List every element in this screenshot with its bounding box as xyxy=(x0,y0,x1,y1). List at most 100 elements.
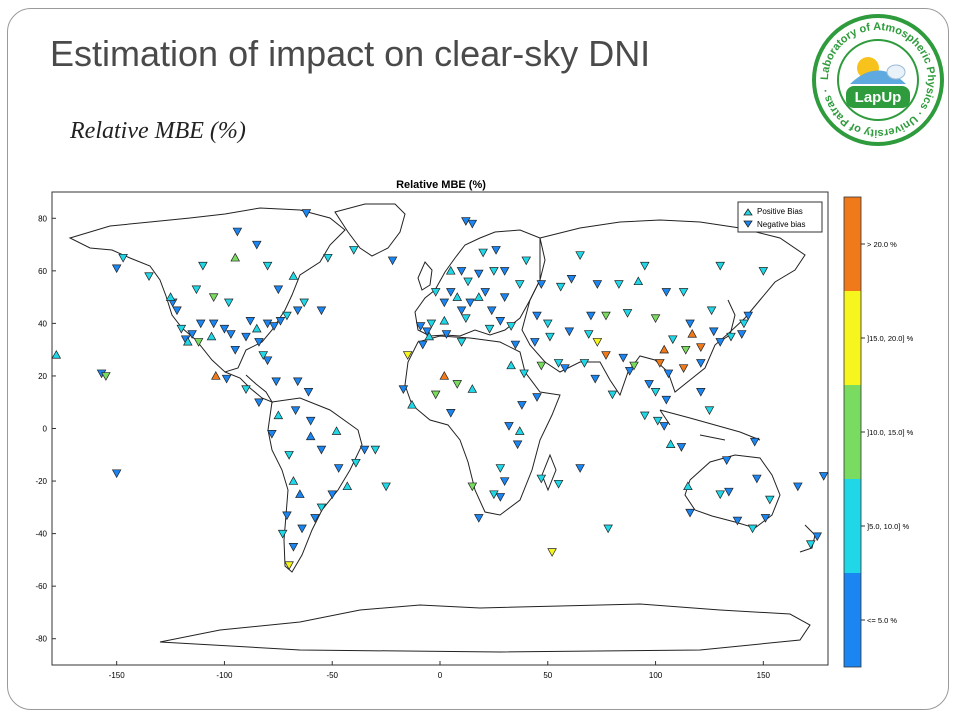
negative-bias-marker xyxy=(590,374,600,384)
negative-bias-marker xyxy=(532,311,542,321)
negative-bias-marker xyxy=(486,306,497,316)
legend-negative-marker xyxy=(743,220,753,228)
negative-bias-marker xyxy=(176,324,187,334)
negative-bias-marker xyxy=(696,359,706,368)
negative-bias-marker xyxy=(517,401,527,410)
map-plot-frame xyxy=(51,191,829,666)
negative-bias-marker xyxy=(245,317,256,326)
negative-bias-marker xyxy=(536,280,547,289)
negative-bias-marker xyxy=(430,390,441,400)
negative-bias-marker xyxy=(545,332,555,342)
australia-outline xyxy=(684,454,781,529)
negative-bias-marker xyxy=(521,256,532,266)
negative-bias-marker xyxy=(267,430,277,439)
negative-bias-marker xyxy=(553,479,564,489)
central-america-outline xyxy=(224,371,274,404)
station-markers xyxy=(51,209,829,571)
negative-bias-marker xyxy=(467,219,478,229)
negative-bias-marker xyxy=(624,366,635,376)
negative-bias-marker xyxy=(696,388,706,397)
negative-bias-marker xyxy=(805,540,816,550)
legend-positive-label: Positive Bias xyxy=(757,207,803,216)
positive-bias-marker xyxy=(424,331,435,341)
negative-bias-marker xyxy=(221,374,232,384)
negative-bias-marker xyxy=(618,353,629,363)
positive-bias-marker xyxy=(445,265,456,275)
colorbar-label: <= 5.0 % xyxy=(867,616,897,625)
negative-bias-marker xyxy=(676,443,687,452)
negative-bias-marker xyxy=(629,361,639,371)
negative-bias-marker xyxy=(510,340,521,350)
negative-bias-marker xyxy=(495,493,506,502)
negative-bias-marker xyxy=(301,209,312,218)
negative-bias-marker xyxy=(749,437,760,447)
negative-bias-marker xyxy=(381,482,391,492)
positive-bias-marker xyxy=(452,292,463,301)
x-tick-label: -150 xyxy=(109,671,126,680)
negative-bias-marker xyxy=(512,440,523,450)
negative-bias-marker xyxy=(101,372,111,381)
negative-bias-marker xyxy=(290,406,301,416)
negative-bias-marker xyxy=(732,516,743,526)
y-tick-label: 40 xyxy=(38,319,47,328)
negative-bias-marker xyxy=(747,524,758,534)
y-tick-label: 20 xyxy=(38,372,47,381)
negative-bias-marker xyxy=(739,319,749,329)
negative-bias-marker xyxy=(219,324,230,334)
antarctica-outline xyxy=(159,603,811,653)
negative-bias-marker xyxy=(564,327,575,337)
negative-bias-marker xyxy=(532,393,542,402)
colorbar-frame xyxy=(843,196,862,668)
negative-bias-marker xyxy=(652,416,663,426)
negative-bias-marker xyxy=(275,317,286,326)
negative-bias-marker xyxy=(398,385,409,395)
negative-bias-marker xyxy=(262,356,273,366)
negative-bias-marker xyxy=(553,359,564,368)
negative-bias-marker xyxy=(241,332,251,342)
negative-bias-marker xyxy=(323,253,333,263)
africa-outline xyxy=(404,335,561,516)
negative-bias-marker xyxy=(288,543,299,552)
negative-bias-marker xyxy=(601,351,611,360)
negative-bias-marker xyxy=(262,319,273,329)
negative-bias-marker xyxy=(316,503,327,513)
negative-bias-marker xyxy=(195,319,206,329)
negative-bias-marker xyxy=(547,548,557,557)
negative-bias-marker xyxy=(812,532,823,542)
negative-bias-marker xyxy=(402,351,413,360)
positive-bias-marker xyxy=(506,360,516,370)
x-tick-label: 0 xyxy=(438,671,443,680)
negative-bias-marker xyxy=(592,280,603,289)
positive-bias-marker xyxy=(288,476,299,485)
negative-bias-marker xyxy=(765,495,775,505)
positive-bias-marker xyxy=(288,271,299,280)
negative-bias-marker xyxy=(208,319,219,329)
negative-bias-marker xyxy=(387,256,398,266)
positive-bias-marker xyxy=(295,489,305,498)
madagascar-outline xyxy=(541,453,557,492)
positive-bias-marker xyxy=(206,331,217,341)
negative-bias-marker xyxy=(655,359,665,368)
negative-bias-marker xyxy=(465,298,475,308)
negative-bias-marker xyxy=(575,464,585,473)
negative-bias-marker xyxy=(760,514,771,523)
negative-bias-marker xyxy=(422,327,432,337)
negative-bias-marker xyxy=(258,351,269,360)
negative-bias-marker xyxy=(441,330,452,339)
negative-bias-marker xyxy=(752,474,762,484)
negative-bias-marker xyxy=(292,306,303,316)
negative-bias-marker xyxy=(351,458,361,468)
negative-bias-marker xyxy=(484,324,495,334)
negative-bias-marker xyxy=(519,369,529,379)
negative-bias-marker xyxy=(614,280,624,289)
y-tick-label: -40 xyxy=(35,530,47,539)
negative-bias-marker xyxy=(536,474,547,484)
colorbar: > 20.0 %]15.0, 20.0] %]10.0, 15.0] %]5.0… xyxy=(843,196,914,668)
negative-bias-marker xyxy=(271,377,281,387)
negative-bias-marker xyxy=(499,293,510,303)
negative-bias-marker xyxy=(241,385,251,395)
positive-bias-marker xyxy=(273,410,284,420)
negative-bias-marker xyxy=(299,298,309,308)
negative-bias-marker xyxy=(456,306,467,316)
positive-bias-marker xyxy=(467,384,478,393)
